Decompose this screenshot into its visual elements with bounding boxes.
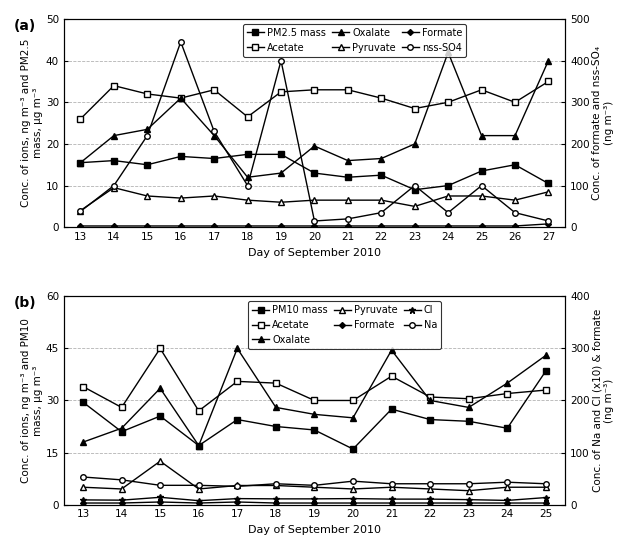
Legend: PM10 mass, Acetate, Oxalate, Pyruvate, Formate, Cl, Na: PM10 mass, Acetate, Oxalate, Pyruvate, F…	[248, 301, 441, 349]
Text: (b): (b)	[14, 296, 36, 310]
X-axis label: Day of September 2010: Day of September 2010	[248, 248, 381, 257]
Y-axis label: Conc. of ions, ng m⁻³ and PM2.5
mass, μg m⁻³: Conc. of ions, ng m⁻³ and PM2.5 mass, μg…	[21, 39, 43, 207]
Y-axis label: Conc. of Na and Cl (x10) & formate
(ng m⁻³): Conc. of Na and Cl (x10) & formate (ng m…	[593, 309, 614, 492]
Text: (a): (a)	[14, 19, 36, 33]
Legend: PM2.5 mass, Acetate, Oxalate, Pyruvate, Formate, nss-SO4: PM2.5 mass, Acetate, Oxalate, Pyruvate, …	[243, 24, 466, 57]
Y-axis label: Conc. of ions, ng m⁻³ and PM10
mass, μg m⁻³: Conc. of ions, ng m⁻³ and PM10 mass, μg …	[21, 318, 43, 483]
X-axis label: Day of September 2010: Day of September 2010	[248, 525, 381, 535]
Y-axis label: Conc. of formate and nss-SO₄
(ng m⁻³): Conc. of formate and nss-SO₄ (ng m⁻³)	[593, 46, 614, 200]
